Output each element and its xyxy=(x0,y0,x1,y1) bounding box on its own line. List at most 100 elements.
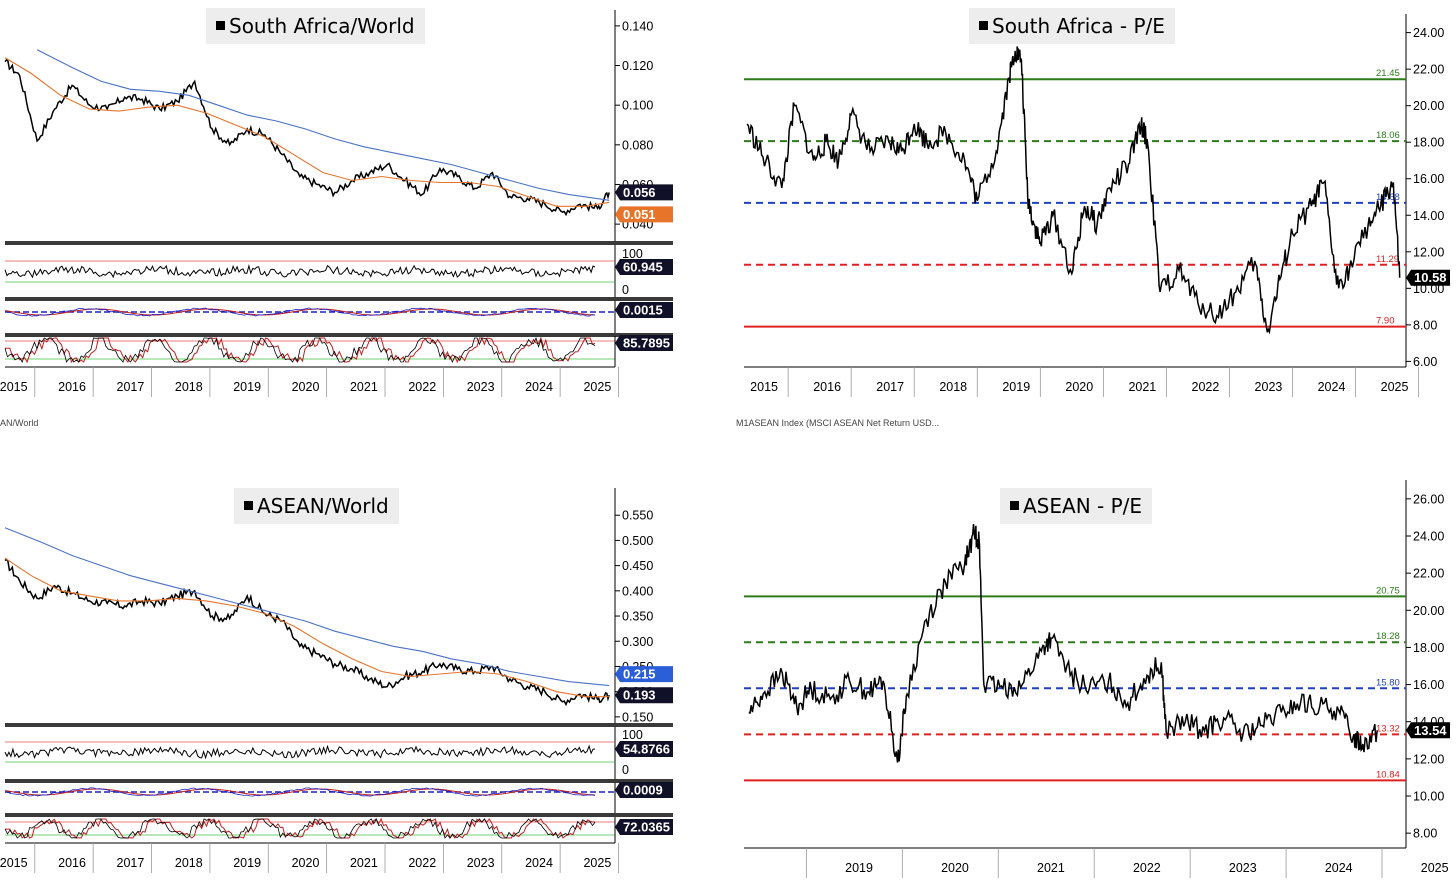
macd-line xyxy=(4,307,596,317)
rsi-value-tag: 54.8766 xyxy=(623,742,670,757)
y-tick-label: 20.00 xyxy=(1413,99,1444,113)
legend-square-icon xyxy=(979,21,988,30)
stoch-value-tag-bg xyxy=(615,335,673,351)
x-tick-label: 2020 xyxy=(1065,380,1093,394)
value-tag-ma_long-bg xyxy=(615,666,673,683)
stoch-signal-line xyxy=(5,817,596,840)
x-tick-label: 2022 xyxy=(1192,380,1220,394)
macd-line xyxy=(4,787,596,797)
x-tick-label: 2017 xyxy=(117,856,145,870)
y-tick-label: 0.300 xyxy=(622,635,653,649)
stoch-line xyxy=(4,336,596,364)
series-line-ma_long xyxy=(36,49,610,201)
y-tick-label: 16.00 xyxy=(1413,172,1444,186)
pe-band-label: 15.80 xyxy=(1376,677,1400,688)
pe-value-tag: 13.54 xyxy=(1414,723,1447,738)
x-tick-label: 2015 xyxy=(0,856,28,870)
x-tick-label: 2022 xyxy=(408,856,436,870)
x-tick-label: 2020 xyxy=(292,380,320,394)
chart-panel-sa-world: 0.1400.1200.1000.0800.0600.0400.0560.051… xyxy=(0,0,728,442)
x-tick-label: 2021 xyxy=(1037,861,1065,875)
x-tick-label: 2023 xyxy=(1229,861,1257,875)
macd-value-tag: 0.0009 xyxy=(623,783,663,798)
pe-band-label: 11.29 xyxy=(1376,254,1399,265)
x-tick-label: 2019 xyxy=(845,861,873,875)
macd-value-tag-bg xyxy=(615,782,673,798)
value-tag-ma_long: 0.215 xyxy=(623,667,656,682)
subpanel-separator xyxy=(5,779,673,783)
pe-value-tag-bg xyxy=(1406,722,1450,739)
rsi-value-tag-bg xyxy=(615,259,673,275)
y-tick-label: 8.00 xyxy=(1413,827,1437,841)
y-tick-label: 6.00 xyxy=(1413,355,1437,369)
y-tick-label: 24.00 xyxy=(1413,26,1444,40)
chart-title-text: ASEAN - P/E xyxy=(1023,494,1143,518)
rsi-value-tag-bg xyxy=(615,741,673,757)
y-tick-label: 14.00 xyxy=(1413,209,1444,223)
chart-title-text: South Africa/World xyxy=(229,14,415,38)
series-line-ma_short xyxy=(4,57,610,207)
chart-title: South Africa - P/E xyxy=(969,8,1175,44)
x-tick-label: 2019 xyxy=(233,856,261,870)
pe-band-label: 14.68 xyxy=(1376,192,1400,203)
x-tick-label: 2024 xyxy=(1318,380,1346,394)
chart-panel-asean-pe: 26.00 24.00 22.00 20.00 18.00 16.00 14.00 12.00… xyxy=(728,442,1456,884)
rsi-line xyxy=(4,744,596,760)
chart-title-text: ASEAN/World xyxy=(257,494,389,518)
y-tick-label: 26.00 xyxy=(1413,492,1444,506)
y-tick-label: 24.00 xyxy=(1413,530,1444,544)
macd-value-tag: 0.0015 xyxy=(623,303,663,318)
x-tick-label: 2021 xyxy=(1128,380,1156,394)
value-tag-price: 0.056 xyxy=(623,185,656,200)
x-tick-label: 2022 xyxy=(408,380,436,394)
caption-right-mid: M1ASEAN Index (MSCI ASEAN Net Return USD… xyxy=(736,418,940,428)
y-tick-label: 10.00 xyxy=(1413,790,1444,804)
stoch-value-tag: 72.0365 xyxy=(623,820,670,835)
y-tick-label: 0.140 xyxy=(622,19,653,33)
rsi-upper-label: 100 xyxy=(622,247,643,261)
rsi-upper-label: 100 xyxy=(622,728,643,742)
x-tick-label: 2016 xyxy=(58,856,86,870)
caption-left-mid: AN/World xyxy=(0,418,39,428)
x-tick-label: 2018 xyxy=(175,856,203,870)
pe-band-label: 20.75 xyxy=(1376,585,1400,596)
chart-panel-sa-pe: 24.00 22.00 20.00 18.00 16.00 14.00 12.00 10.00… xyxy=(728,0,1456,442)
x-tick-label: 2025 xyxy=(1421,861,1449,875)
x-tick-label: 2025 xyxy=(583,380,611,394)
pe-value-tag-bg xyxy=(1406,269,1450,286)
series-line-price xyxy=(4,58,610,217)
series-line-ma_short xyxy=(4,557,610,698)
y-tick-label: 0.100 xyxy=(622,99,653,113)
y-tick-label: 0.550 xyxy=(622,509,653,523)
chart-svg-sa-pe: 24.0022.0020.0018.0016.0014.0012.0010.00… xyxy=(744,14,1450,397)
pe-series-line xyxy=(748,524,1378,763)
rsi-lower-label: 0 xyxy=(622,283,629,297)
y-tick-label: 0.350 xyxy=(622,610,653,624)
pe-band-label: 18.06 xyxy=(1376,130,1400,141)
subpanel-separator xyxy=(5,333,673,337)
chart-title-text: South Africa - P/E xyxy=(992,14,1165,38)
legend-square-icon xyxy=(244,501,253,510)
y-tick-label: 18.00 xyxy=(1413,641,1444,655)
x-tick-label: 2023 xyxy=(467,380,495,394)
value-tag-price-bg xyxy=(615,687,673,704)
stoch-value-tag-bg xyxy=(615,819,673,835)
x-tick-label: 2015 xyxy=(0,380,28,394)
x-tick-label: 2018 xyxy=(175,380,203,394)
stoch-line xyxy=(4,818,596,839)
pe-band-label: 10.84 xyxy=(1376,769,1400,780)
x-tick-label: 2019 xyxy=(233,380,261,394)
y-tick-label: 8.00 xyxy=(1413,318,1437,332)
y-tick-label: 0.400 xyxy=(622,584,653,598)
y-tick-label: 16.00 xyxy=(1413,678,1444,692)
value-tag-price-bg xyxy=(615,184,673,201)
macd-value-tag-bg xyxy=(615,302,673,318)
y-tick-label: 0.150 xyxy=(622,710,653,724)
stoch-value-tag: 85.7895 xyxy=(623,336,670,351)
chart-title: ASEAN - P/E xyxy=(1000,488,1153,524)
rsi-lower-label: 0 xyxy=(622,763,629,777)
x-tick-label: 2023 xyxy=(467,856,495,870)
pe-value-tag: 10.58 xyxy=(1414,270,1447,285)
y-tick-label: 22.00 xyxy=(1413,63,1444,77)
x-tick-label: 2016 xyxy=(58,380,86,394)
